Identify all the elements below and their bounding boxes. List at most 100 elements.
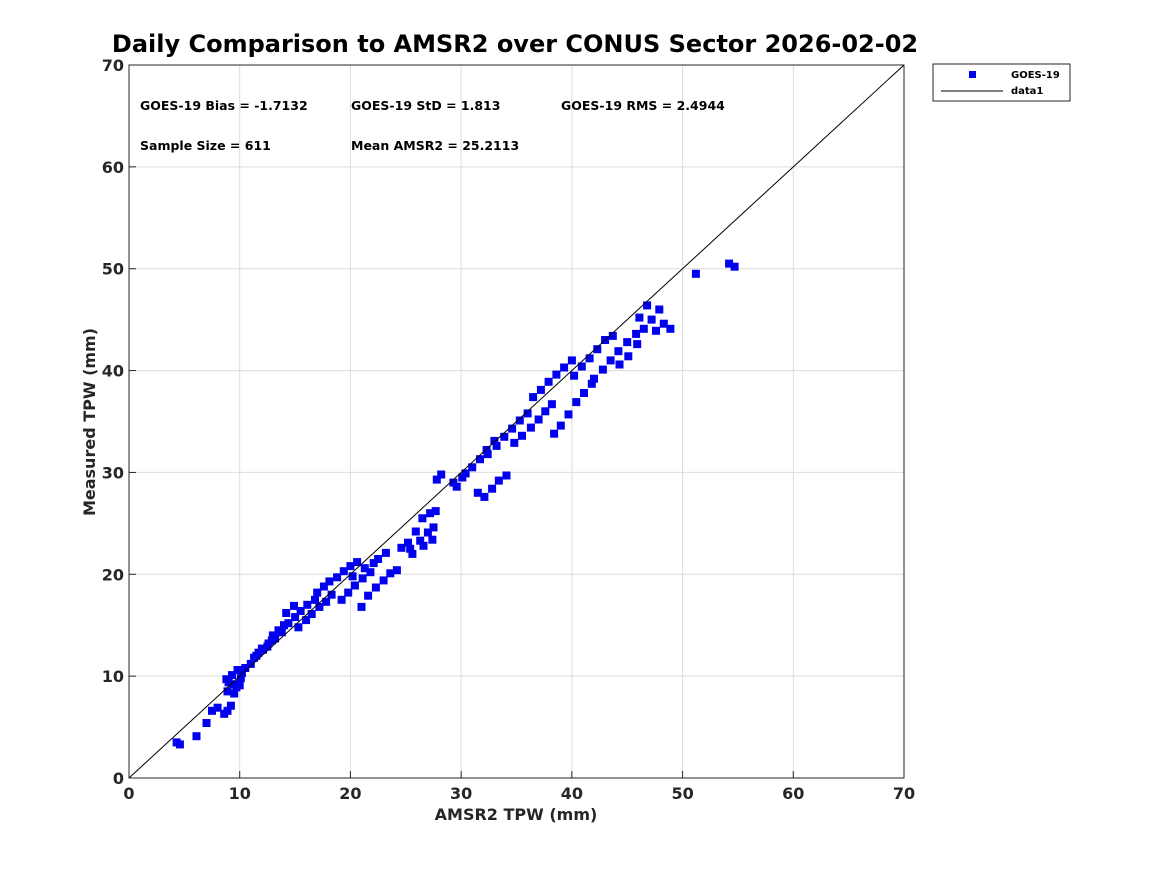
data-point xyxy=(647,315,656,324)
data-point xyxy=(518,431,526,440)
data-point xyxy=(534,415,543,424)
data-point xyxy=(570,371,579,380)
data-point xyxy=(175,740,184,749)
data-point xyxy=(303,600,312,609)
data-point xyxy=(290,601,298,610)
data-point xyxy=(257,644,266,653)
data-point xyxy=(252,651,261,660)
data-point xyxy=(353,558,362,567)
data-point xyxy=(639,324,648,333)
data-point xyxy=(369,559,378,568)
y-tick-label: 20 xyxy=(102,565,124,584)
data-point xyxy=(461,469,470,478)
chart-title: Daily Comparison to AMSR2 over CONUS Sec… xyxy=(112,30,918,58)
data-point xyxy=(468,463,477,472)
data-point xyxy=(236,674,245,683)
data-point xyxy=(567,356,576,365)
data-point xyxy=(560,363,569,372)
data-point xyxy=(284,619,293,628)
data-point xyxy=(550,429,559,438)
data-point xyxy=(608,331,617,340)
data-point xyxy=(296,607,305,615)
data-point xyxy=(346,562,355,571)
y-tick-label: 10 xyxy=(102,667,124,686)
data-point xyxy=(652,326,660,335)
data-point xyxy=(429,523,438,532)
data-point xyxy=(526,423,535,432)
data-point xyxy=(428,535,437,544)
data-point xyxy=(556,421,565,430)
data-point xyxy=(411,527,420,536)
data-point xyxy=(615,360,624,369)
data-point xyxy=(458,473,467,482)
data-point xyxy=(271,634,280,643)
data-point xyxy=(213,703,222,712)
data-point xyxy=(291,613,300,622)
x-axis-ticks: 0 10 20 30 40 50 60 70 xyxy=(123,771,915,803)
data-point xyxy=(313,588,322,597)
data-point xyxy=(624,352,633,361)
data-point xyxy=(228,671,236,680)
data-point xyxy=(488,484,497,493)
data-point xyxy=(510,438,519,447)
y-axis-ticks: 0 10 20 30 40 50 60 70 xyxy=(102,56,136,788)
data-point xyxy=(379,576,388,585)
x-tick-label: 40 xyxy=(561,784,583,803)
data-point xyxy=(432,475,441,484)
data-point xyxy=(325,577,334,586)
data-point xyxy=(358,574,367,583)
data-point xyxy=(223,706,232,715)
data-point xyxy=(523,409,532,418)
data-point xyxy=(277,628,286,637)
data-point xyxy=(339,567,348,576)
data-point xyxy=(633,340,642,349)
x-tick-label: 60 xyxy=(782,784,804,803)
data-point xyxy=(426,509,435,518)
data-point xyxy=(508,424,517,433)
data-point xyxy=(280,621,288,630)
data-point xyxy=(357,602,366,611)
data-point xyxy=(202,719,211,727)
data-point xyxy=(241,664,250,672)
data-point xyxy=(547,400,556,409)
goes19-points xyxy=(172,259,739,749)
data-point xyxy=(319,582,328,591)
data-point xyxy=(315,602,324,611)
data-point xyxy=(476,455,484,464)
x-tick-label: 20 xyxy=(339,784,361,803)
data-point xyxy=(515,416,524,425)
y-tick-label: 0 xyxy=(113,769,124,788)
data-point xyxy=(311,595,319,604)
data-point xyxy=(529,393,538,402)
data-point xyxy=(590,374,598,383)
y-tick-label: 60 xyxy=(102,158,124,177)
data-point xyxy=(282,609,291,617)
legend-marker-goes19 xyxy=(969,71,976,78)
data-point xyxy=(552,370,561,379)
x-tick-label: 50 xyxy=(671,784,693,803)
plot-frame xyxy=(128,64,905,779)
x-axis-label: AMSR2 TPW (mm) xyxy=(435,805,598,824)
data-point xyxy=(237,669,246,678)
data-point xyxy=(230,689,239,698)
data-point xyxy=(572,398,581,407)
data-point xyxy=(192,732,201,741)
data-point xyxy=(371,583,380,592)
data-point xyxy=(580,389,588,397)
annotation-std: GOES-19 StD = 1.813 xyxy=(351,98,500,113)
data-point xyxy=(494,476,503,485)
data-point xyxy=(322,597,331,606)
data-point xyxy=(302,616,311,625)
data-point xyxy=(606,356,615,365)
data-point xyxy=(416,536,425,545)
x-tick-label: 0 xyxy=(123,784,134,803)
x-tick-label: 70 xyxy=(893,784,915,803)
data-point xyxy=(360,564,369,573)
annotation-rms: GOES-19 RMS = 2.4944 xyxy=(561,98,725,113)
data-point xyxy=(655,305,664,314)
data-point xyxy=(623,338,632,347)
data-point xyxy=(350,581,359,590)
data-point xyxy=(404,538,412,547)
data-point xyxy=(473,488,482,497)
